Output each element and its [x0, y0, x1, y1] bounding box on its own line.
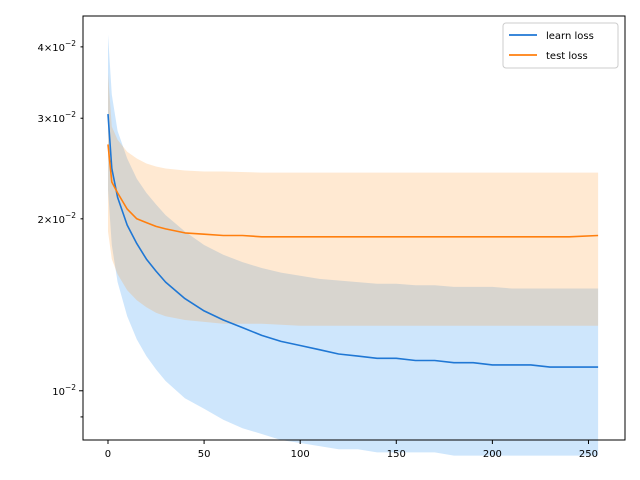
legend-label-0: learn loss [546, 31, 594, 42]
line-series-0 [107, 114, 599, 368]
x-tick-label: 0 [105, 449, 111, 460]
x-tick-label: 250 [579, 449, 598, 460]
y-tick-label: 4×10−2 [37, 39, 76, 54]
legend: learn loss test loss [502, 22, 619, 69]
band-series-0 [108, 34, 599, 456]
y-tick-label: 10−2 [52, 383, 76, 398]
x-tick-label: 100 [291, 449, 310, 460]
series-lines [107, 114, 599, 368]
y-axis-ticks: 10−2 2×10−2 3×10−2 4×10−2 [37, 39, 83, 418]
confidence-bands [108, 34, 599, 456]
x-tick-label: 200 [483, 449, 502, 460]
band-series-1 [108, 73, 599, 326]
x-axis-ticks: 0 50 100 150 200 250 [105, 440, 598, 460]
x-tick-label: 50 [198, 449, 211, 460]
plot-frame [82, 15, 626, 441]
y-tick-label: 2×10−2 [37, 211, 76, 226]
line-series-1 [107, 144, 599, 238]
x-tick-label: 150 [387, 449, 406, 460]
y-tick-label: 3×10−2 [37, 110, 76, 125]
legend-label-1: test loss [546, 51, 588, 62]
